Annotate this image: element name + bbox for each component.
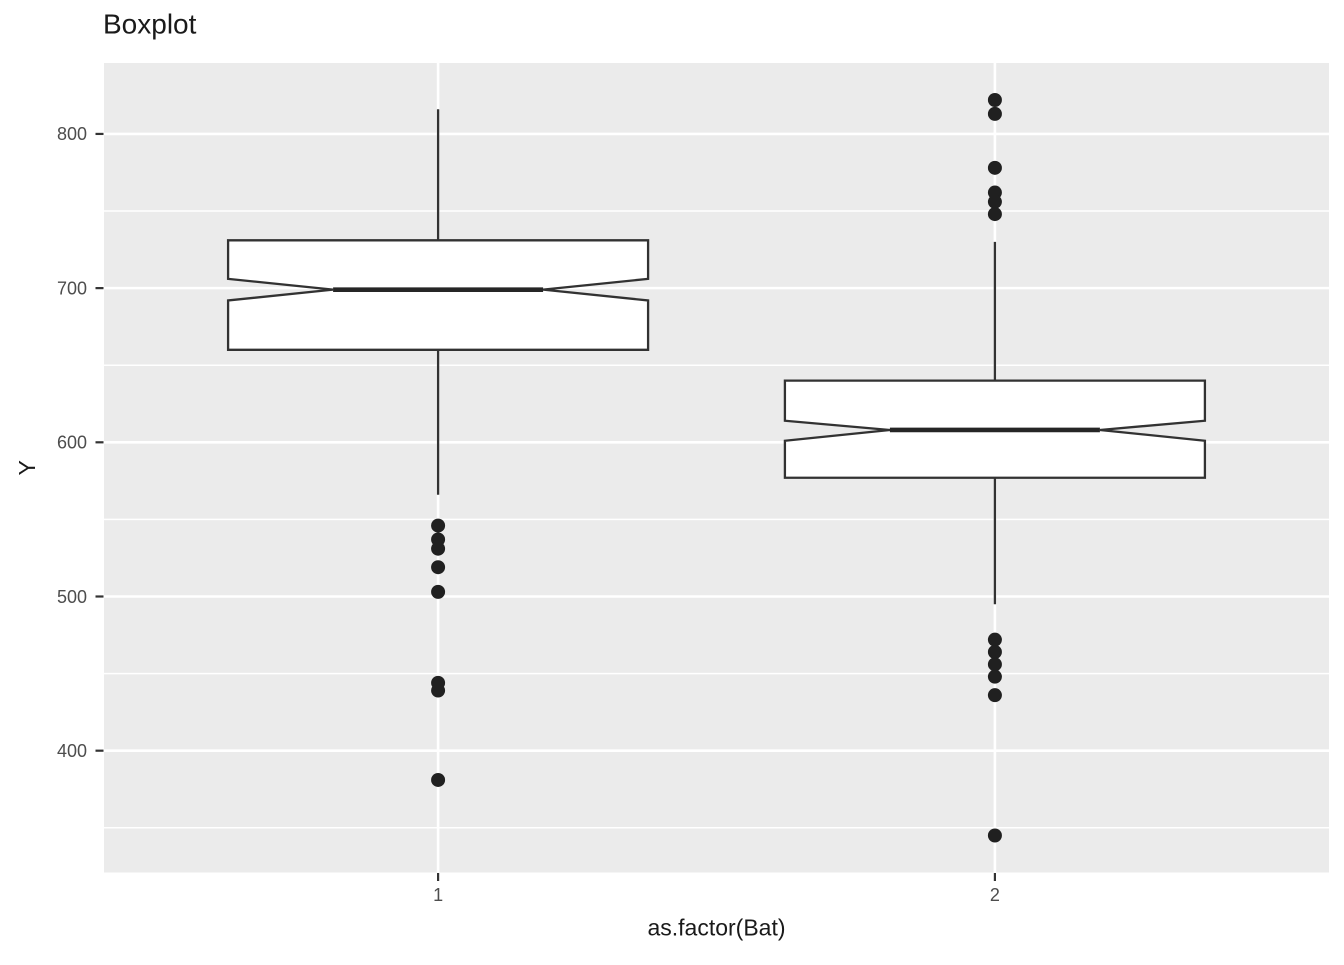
outlier-point	[987, 93, 1002, 108]
outlier-point	[987, 688, 1002, 703]
y-axis-title: Y	[14, 460, 40, 475]
outlier-point	[431, 560, 446, 575]
outlier-point	[987, 645, 1002, 660]
outlier-point	[431, 518, 446, 533]
y-tick-label-400: 400	[57, 741, 87, 761]
y-tick-label-500: 500	[57, 587, 87, 607]
boxplot-series	[226, 93, 1207, 843]
outlier-point	[987, 669, 1002, 684]
outlier-point	[987, 106, 1002, 121]
outlier-point	[987, 657, 1002, 672]
outlier-point	[431, 772, 446, 787]
notched-box	[226, 239, 650, 351]
y-tick-label-700: 700	[57, 278, 87, 298]
outlier-point	[987, 160, 1002, 175]
axis-tick-marks	[95, 132, 997, 881]
y-tick-label-800: 800	[57, 124, 87, 144]
gridlines-minor	[104, 210, 1329, 829]
outlier-point	[987, 207, 1002, 222]
y-tick-label-600: 600	[57, 433, 87, 453]
x-tick-label-1: 1	[433, 885, 443, 905]
plot-title: Boxplot	[103, 9, 197, 40]
outlier-point	[431, 541, 446, 556]
boxplot-group-1	[226, 109, 650, 787]
x-tick-label-2: 2	[990, 885, 1000, 905]
outlier-point	[431, 584, 446, 599]
boxplot-group-2	[783, 93, 1207, 843]
outlier-point	[987, 828, 1002, 843]
outlier-point	[987, 632, 1002, 647]
outlier-point	[431, 683, 446, 698]
outlier-point	[987, 194, 1002, 209]
x-axis-title: as.factor(Bat)	[647, 915, 785, 941]
